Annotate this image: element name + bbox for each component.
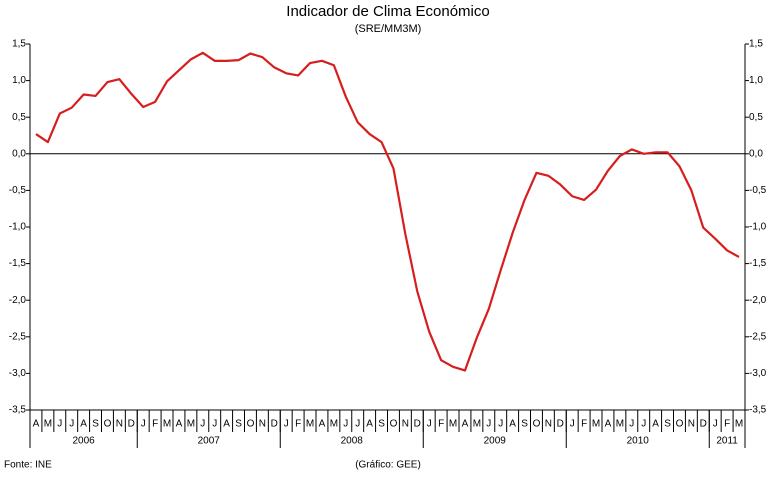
x-tick-label: S: [92, 419, 99, 430]
x-tick-label: M: [616, 419, 624, 430]
y2-tick-label: -0,5: [749, 185, 767, 196]
x-tick-label: J: [570, 419, 575, 430]
x-tick-label: A: [80, 419, 87, 430]
y-tick-label: -1,0: [9, 222, 27, 233]
x-tick-label: M: [735, 419, 743, 430]
x-tick-label: S: [521, 419, 528, 430]
x-tick-label: M: [592, 419, 600, 430]
y2-tick-label: -1,0: [749, 222, 767, 233]
x-tick-label: A: [462, 419, 469, 430]
y2-tick-label: -2,5: [749, 331, 767, 342]
y-tick-label: 1,0: [12, 75, 26, 86]
y2-tick-label: -3,0: [749, 368, 767, 379]
x-tick-label: D: [271, 419, 278, 430]
chart-title: Indicador de Clima Económico: [286, 3, 489, 20]
x-tick-label: F: [295, 419, 301, 430]
y2-tick-label: -3,5: [749, 405, 767, 416]
x-tick-label: F: [438, 419, 444, 430]
source: Fonte: INE: [4, 460, 52, 471]
x-tick-label: A: [223, 419, 230, 430]
x-tick-label: F: [152, 419, 158, 430]
x-tick-label: A: [366, 419, 373, 430]
x-tick-label: M: [306, 419, 314, 430]
x-tick-label: J: [69, 419, 74, 430]
x-tick-label: M: [449, 419, 457, 430]
y-tick-label: 1,5: [12, 39, 26, 50]
year-label: 2008: [341, 436, 364, 447]
x-tick-label: A: [605, 419, 612, 430]
year-label: 2010: [627, 436, 650, 447]
x-tick-label: O: [390, 419, 398, 430]
x-tick-label: M: [473, 419, 481, 430]
x-tick-label: J: [141, 419, 146, 430]
y2-tick-label: -1,5: [749, 258, 767, 269]
x-tick-label: N: [402, 419, 409, 430]
y-tick-label: 0,5: [12, 112, 26, 123]
y-tick-label: -2,0: [9, 295, 27, 306]
x-tick-label: D: [128, 419, 135, 430]
y-tick-label: -3,5: [9, 405, 27, 416]
x-tick-label: O: [676, 419, 684, 430]
x-tick-label: J: [629, 419, 634, 430]
x-tick-label: D: [414, 419, 421, 430]
x-tick-label: N: [688, 419, 695, 430]
x-tick-label: O: [533, 419, 541, 430]
y-tick-label: 0,0: [12, 148, 26, 159]
x-tick-label: S: [378, 419, 385, 430]
x-tick-label: A: [33, 419, 40, 430]
x-tick-label: M: [330, 419, 338, 430]
x-tick-label: N: [259, 419, 266, 430]
x-tick-label: A: [509, 419, 516, 430]
x-tick-label: J: [641, 419, 646, 430]
x-tick-label: J: [284, 419, 289, 430]
y2-tick-label: 1,0: [749, 75, 763, 86]
x-tick-label: J: [200, 419, 205, 430]
x-tick-label: J: [343, 419, 348, 430]
year-label: 2009: [484, 436, 507, 447]
y2-tick-label: 1,5: [749, 39, 763, 50]
x-tick-label: J: [427, 419, 432, 430]
line-series: [35, 51, 740, 372]
x-tick-label: F: [581, 419, 587, 430]
x-tick-label: D: [557, 419, 564, 430]
x-tick-label: A: [176, 419, 183, 430]
y-tick-label: -2,5: [9, 331, 27, 342]
y2-tick-label: -2,0: [749, 295, 767, 306]
y-tick-label: -3,0: [9, 368, 27, 379]
credit: (Gráfico: GEE): [355, 460, 421, 471]
x-tick-label: N: [545, 419, 552, 430]
x-tick-label: M: [44, 419, 52, 430]
x-tick-label: F: [724, 419, 730, 430]
x-tick-label: O: [104, 419, 112, 430]
x-tick-label: S: [664, 419, 671, 430]
y-tick-label: -1,5: [9, 258, 27, 269]
x-tick-label: A: [652, 419, 659, 430]
year-label: 2006: [73, 436, 96, 447]
x-tick-label: M: [163, 419, 171, 430]
x-tick-label: A: [319, 419, 326, 430]
y2-tick-label: 0,5: [749, 112, 763, 123]
x-tick-label: J: [486, 419, 491, 430]
x-tick-label: D: [700, 419, 707, 430]
x-tick-label: J: [212, 419, 217, 430]
x-tick-label: O: [247, 419, 255, 430]
x-tick-label: M: [187, 419, 195, 430]
x-tick-label: N: [116, 419, 123, 430]
x-tick-label: J: [498, 419, 503, 430]
x-tick-label: J: [713, 419, 718, 430]
x-tick-label: J: [57, 419, 62, 430]
year-label: 2011: [716, 436, 738, 447]
chart-subtitle: (SRE/MM3M): [355, 23, 422, 35]
y2-tick-label: 0,0: [749, 148, 763, 159]
year-label: 2007: [198, 436, 221, 447]
x-tick-label: S: [235, 419, 242, 430]
x-tick-label: J: [355, 419, 360, 430]
y-tick-label: -0,5: [9, 185, 27, 196]
